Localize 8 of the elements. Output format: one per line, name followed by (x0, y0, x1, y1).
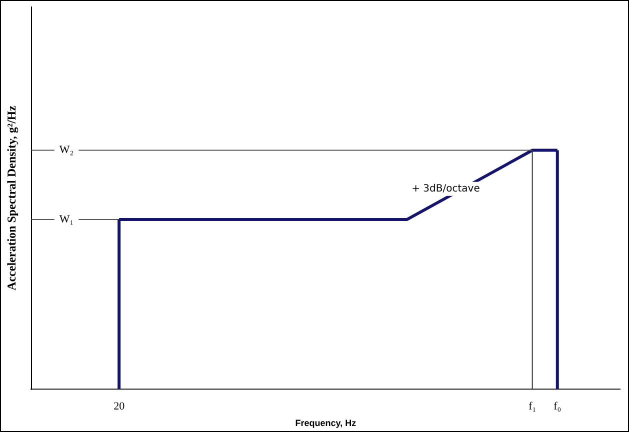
ref-line-label: W₂ (59, 144, 74, 156)
x-axis-title: Frequency, Hz (295, 418, 357, 428)
annotation: + 3dB/octave (412, 183, 480, 194)
x-tick-label: 20 (114, 400, 126, 412)
x-tick-label: f₀ (554, 400, 562, 412)
x-tick-label: f₁ (528, 400, 536, 412)
ref-line-label: W₁ (59, 213, 74, 226)
y-axis-title: Acceleration Spectral Density, g²/Hz (4, 104, 18, 290)
